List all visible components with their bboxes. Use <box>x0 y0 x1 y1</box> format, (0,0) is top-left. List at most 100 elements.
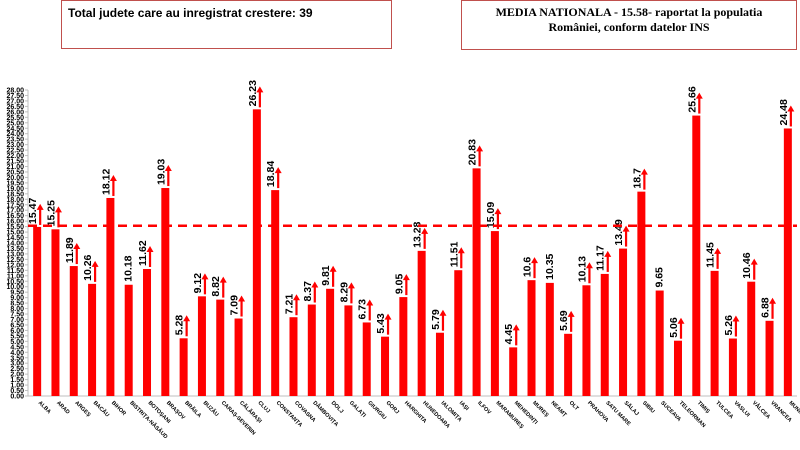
y-tick-label: 1.50 <box>10 377 24 384</box>
value-label-2: 11.89 <box>64 237 76 263</box>
value-label-17: 8.29 <box>338 282 350 303</box>
y-tick-label: 4.50 <box>10 344 24 351</box>
value-label-23: 11.51 <box>448 241 460 267</box>
value-label-14: 7.21 <box>283 294 295 315</box>
category-label-1: ARAD <box>55 400 70 415</box>
value-label-31: 11.17 <box>595 245 607 271</box>
value-label-33: 18.7 <box>631 168 643 189</box>
increase-arrow-head-35 <box>677 317 685 324</box>
value-label-22: 5.79 <box>430 309 442 330</box>
bar-35 <box>673 340 682 396</box>
value-label-18: 6.73 <box>357 299 369 320</box>
y-tick-label: 26.00 <box>6 109 24 116</box>
value-label-12: 26.23 <box>247 80 259 106</box>
y-tick-label: 18.50 <box>6 191 24 198</box>
category-label-9: BUZĂU <box>202 399 221 418</box>
y-tick-label: 22.50 <box>6 148 24 155</box>
increase-arrow-head-23 <box>457 247 465 254</box>
increase-arrow-head-15 <box>311 281 319 288</box>
value-label-1: 15.25 <box>45 200 57 226</box>
increase-arrow-head-6 <box>146 246 154 253</box>
bar-14 <box>289 317 298 396</box>
value-label-27: 10.6 <box>522 257 534 278</box>
category-label-41: MUNICIPIUL BUCUREȘTI <box>787 400 800 450</box>
y-tick-label: 9.50 <box>10 290 24 297</box>
category-label-38: VASLUI <box>733 400 752 419</box>
bar-36 <box>692 115 701 396</box>
category-label-33: SIBIU <box>641 400 656 415</box>
value-label-5: 10.18 <box>123 255 135 281</box>
value-label-40: 6.88 <box>760 297 772 318</box>
increase-arrow-head-31 <box>604 250 612 257</box>
category-label-0: ALBA <box>37 400 52 415</box>
y-tick-label: 0.50 <box>10 388 24 395</box>
increase-arrow-head-32 <box>622 225 630 232</box>
bar-22 <box>435 332 444 396</box>
bar-18 <box>362 322 371 396</box>
y-tick-label: 9.00 <box>10 295 24 302</box>
value-label-35: 5.06 <box>668 317 680 338</box>
category-label-32: SĂLAJ <box>623 399 641 417</box>
y-tick-label: 14.50 <box>6 235 24 242</box>
bar-3 <box>88 283 97 396</box>
bar-30 <box>582 285 591 396</box>
value-label-11: 7.09 <box>229 295 241 316</box>
y-tick-label: 2.00 <box>10 372 24 379</box>
y-tick-label: 1.00 <box>10 383 24 390</box>
bar-7 <box>161 188 170 396</box>
increase-arrow-head-37 <box>714 247 722 254</box>
y-tick-label: 4.00 <box>10 350 24 357</box>
increase-arrow-head-33 <box>640 168 648 175</box>
bar-11 <box>234 318 243 396</box>
y-tick-label: 5.50 <box>10 333 24 340</box>
value-label-19: 5.43 <box>375 313 387 334</box>
increase-arrow-head-38 <box>732 315 740 322</box>
increase-arrow-head-40 <box>769 297 777 304</box>
y-tick-label: 28.00 <box>6 88 24 95</box>
category-label-19: GORJ <box>385 400 400 415</box>
value-label-9: 9.12 <box>192 273 204 294</box>
bar-4 <box>106 197 115 396</box>
bar-2 <box>69 266 78 396</box>
category-label-24: ILFOV <box>476 400 492 416</box>
value-label-38: 5.26 <box>723 315 735 336</box>
value-label-7: 19.03 <box>155 159 167 185</box>
national-average-line2: României, conform datelor INS <box>548 20 710 34</box>
increase-arrow-head-41 <box>787 105 795 112</box>
bar-0 <box>33 226 42 396</box>
y-tick-label: 23.00 <box>6 142 24 149</box>
increase-arrow-head-4 <box>109 174 117 181</box>
increase-arrow-head-26 <box>512 324 520 331</box>
value-label-25: 15.09 <box>485 202 497 228</box>
bar-33 <box>637 191 646 396</box>
bar-15 <box>307 304 316 396</box>
bar-40 <box>765 320 774 396</box>
category-label-37: TULCEA <box>714 400 734 420</box>
increase-arrow-head-30 <box>585 262 593 269</box>
increase-arrow-head-20 <box>402 274 410 281</box>
bar-32 <box>619 248 628 396</box>
y-tick-label: 17.00 <box>6 208 24 215</box>
y-tick-label: 8.50 <box>10 301 24 308</box>
y-tick-label: 19.00 <box>6 186 24 193</box>
category-label-39: VÂLCEA <box>751 399 772 420</box>
y-tick-label: 10.50 <box>6 279 24 286</box>
national-average-line1: MEDIA NATIONALA - 15.58- raportat la pop… <box>495 5 763 19</box>
y-tick-label: 26.50 <box>6 104 24 111</box>
bar-20 <box>399 297 408 396</box>
y-tick-label: 25.50 <box>6 115 24 122</box>
increase-arrow-head-11 <box>238 295 246 302</box>
value-label-32: 13.49 <box>613 219 625 245</box>
y-tick-label: 3.50 <box>10 355 24 362</box>
increase-arrow-head-12 <box>256 86 264 93</box>
bar-19 <box>381 336 390 396</box>
value-label-39: 10.46 <box>741 252 753 278</box>
bar-37 <box>710 270 719 396</box>
y-tick-label: 15.50 <box>6 224 24 231</box>
category-label-28: NEAMȚ <box>549 400 568 419</box>
category-label-23: IAȘI <box>458 400 470 412</box>
bar-41 <box>783 128 792 396</box>
value-label-37: 11.45 <box>705 242 717 268</box>
value-label-24: 20.83 <box>467 139 479 165</box>
bar-31 <box>600 273 609 396</box>
